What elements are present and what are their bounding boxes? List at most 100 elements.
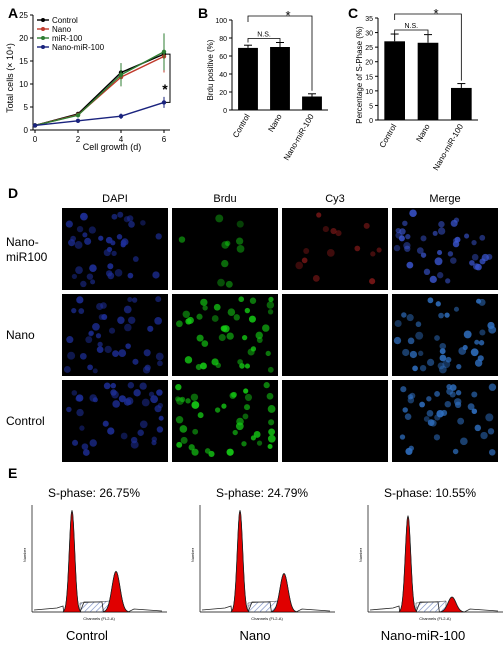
nucleus-dot bbox=[398, 235, 405, 242]
microscopy-image bbox=[62, 294, 168, 376]
nucleus-dot bbox=[103, 382, 111, 390]
series-line-3 bbox=[34, 101, 165, 127]
nucleus-dot bbox=[196, 313, 203, 320]
nucleus-dot bbox=[303, 248, 310, 254]
nucleus-dot bbox=[155, 352, 164, 361]
nucleus-dot bbox=[66, 406, 72, 413]
microscopy-image bbox=[62, 208, 168, 290]
chart-b-ylabel: Brdu positive (%) bbox=[206, 39, 215, 100]
chart-c-ytick-label: 5 bbox=[369, 103, 373, 110]
chart-b-bar bbox=[270, 47, 290, 110]
nucleus-dot bbox=[217, 278, 225, 287]
nucleus-dot bbox=[182, 310, 190, 318]
nucleus-dot bbox=[120, 432, 128, 440]
nucleus-dot bbox=[214, 407, 221, 413]
nucleus-dot bbox=[191, 448, 199, 456]
nucleus-dot bbox=[118, 349, 127, 357]
nucleus-dot bbox=[186, 316, 194, 324]
nucleus-dot bbox=[84, 237, 92, 245]
nucleus-dot bbox=[369, 278, 376, 285]
nucleus-dot bbox=[175, 415, 184, 424]
nucleus-dot bbox=[445, 356, 452, 363]
nucleus-dot bbox=[118, 395, 126, 403]
nucleus-dot bbox=[241, 441, 247, 447]
nucleus-dot bbox=[89, 394, 97, 402]
chart-b-ytick-label: 0 bbox=[223, 108, 227, 115]
nucleus-dot bbox=[418, 350, 424, 356]
nucleus-dot bbox=[449, 384, 457, 391]
data-point bbox=[75, 118, 81, 124]
nucleus-dot bbox=[67, 351, 76, 360]
chart-c-ytick-label: 0 bbox=[369, 118, 373, 125]
chart-b-bar bbox=[302, 96, 322, 110]
nucleus-dot bbox=[233, 314, 240, 321]
nucleus-dot bbox=[266, 301, 275, 309]
nucleus-dot bbox=[452, 448, 459, 455]
nucleus-dot bbox=[267, 366, 274, 373]
flow-envelope bbox=[201, 510, 331, 613]
nucleus-dot bbox=[426, 409, 434, 417]
nucleus-dot bbox=[190, 393, 199, 401]
nucleus-dot bbox=[238, 296, 245, 303]
nucleus-dot bbox=[409, 209, 417, 217]
nucleus-dot bbox=[267, 405, 276, 413]
chart-a-ylabel: Total cells (× 10⁴) bbox=[5, 43, 15, 113]
nucleus-dot bbox=[266, 392, 274, 400]
nucleus-dot bbox=[335, 230, 342, 237]
nucleus-dot bbox=[407, 337, 415, 345]
chart-b-category-label: Nano-miR-100 bbox=[282, 112, 316, 162]
nucleus-dot bbox=[236, 417, 244, 426]
nucleus-dot bbox=[90, 279, 96, 285]
nucleus-dot bbox=[434, 257, 443, 266]
nucleus-dot bbox=[114, 269, 123, 277]
nucleus-dot bbox=[215, 362, 221, 369]
nucleus-dot bbox=[225, 280, 233, 288]
nucleus-dot bbox=[363, 222, 370, 229]
nucleus-dot bbox=[476, 298, 482, 304]
nucleus-dot bbox=[150, 395, 159, 404]
nucleus-dot bbox=[426, 358, 435, 367]
nucleus-dot bbox=[268, 419, 275, 426]
nucleus-dot bbox=[447, 251, 454, 257]
nucleus-dot bbox=[267, 309, 274, 315]
nucleus-dot bbox=[402, 220, 408, 227]
nucleus-dot bbox=[244, 363, 250, 369]
nucleus-dot bbox=[437, 362, 445, 370]
nucleus-dot bbox=[460, 437, 468, 446]
nucleus-dot bbox=[479, 329, 486, 336]
chart-b-category-label: Control bbox=[231, 112, 252, 139]
nucleus-dot bbox=[456, 363, 462, 370]
nucleus-dot bbox=[416, 247, 424, 254]
nucleus-dot bbox=[156, 426, 164, 433]
nucleus-dot bbox=[354, 245, 361, 252]
chart-c-sig-label: * bbox=[433, 6, 438, 21]
panel-letter-b: B bbox=[198, 5, 208, 21]
nucleus-dot bbox=[265, 350, 271, 357]
nucleus-dot bbox=[426, 396, 432, 402]
nucleus-dot bbox=[147, 325, 154, 332]
chart-b-ytick-label: 100 bbox=[215, 18, 227, 25]
flow-xlabel: Channels (FL2-A) bbox=[251, 616, 283, 621]
nucleus-dot bbox=[107, 263, 114, 270]
nucleus-dot bbox=[247, 348, 255, 356]
chart-b-ytick-label: 60 bbox=[219, 54, 227, 61]
nucleus-dot bbox=[474, 359, 483, 367]
nucleus-dot bbox=[455, 390, 462, 396]
nucleus-dot bbox=[458, 347, 467, 355]
nucleus-dot bbox=[199, 362, 207, 370]
nucleus-dot bbox=[141, 398, 150, 407]
nucleus-dot bbox=[105, 236, 113, 244]
nucleus-dot bbox=[450, 219, 458, 227]
flow-ylabel: Number bbox=[22, 547, 27, 562]
nucleus-dot bbox=[412, 365, 418, 372]
nucleus-dot bbox=[71, 390, 78, 396]
nucleus-dot bbox=[185, 398, 191, 404]
nucleus-dot bbox=[404, 413, 412, 420]
microscopy-row-label: Control bbox=[6, 414, 45, 428]
nucleus-dot bbox=[419, 401, 426, 408]
nucleus-dot bbox=[450, 257, 457, 264]
nucleus-dot bbox=[123, 305, 132, 314]
microscopy-image bbox=[282, 208, 388, 290]
nucleus-dot bbox=[227, 308, 236, 316]
nucleus-dot bbox=[399, 228, 406, 235]
